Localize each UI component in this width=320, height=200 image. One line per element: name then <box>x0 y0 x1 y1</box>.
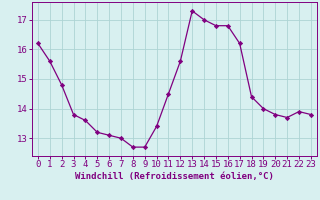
X-axis label: Windchill (Refroidissement éolien,°C): Windchill (Refroidissement éolien,°C) <box>75 172 274 181</box>
